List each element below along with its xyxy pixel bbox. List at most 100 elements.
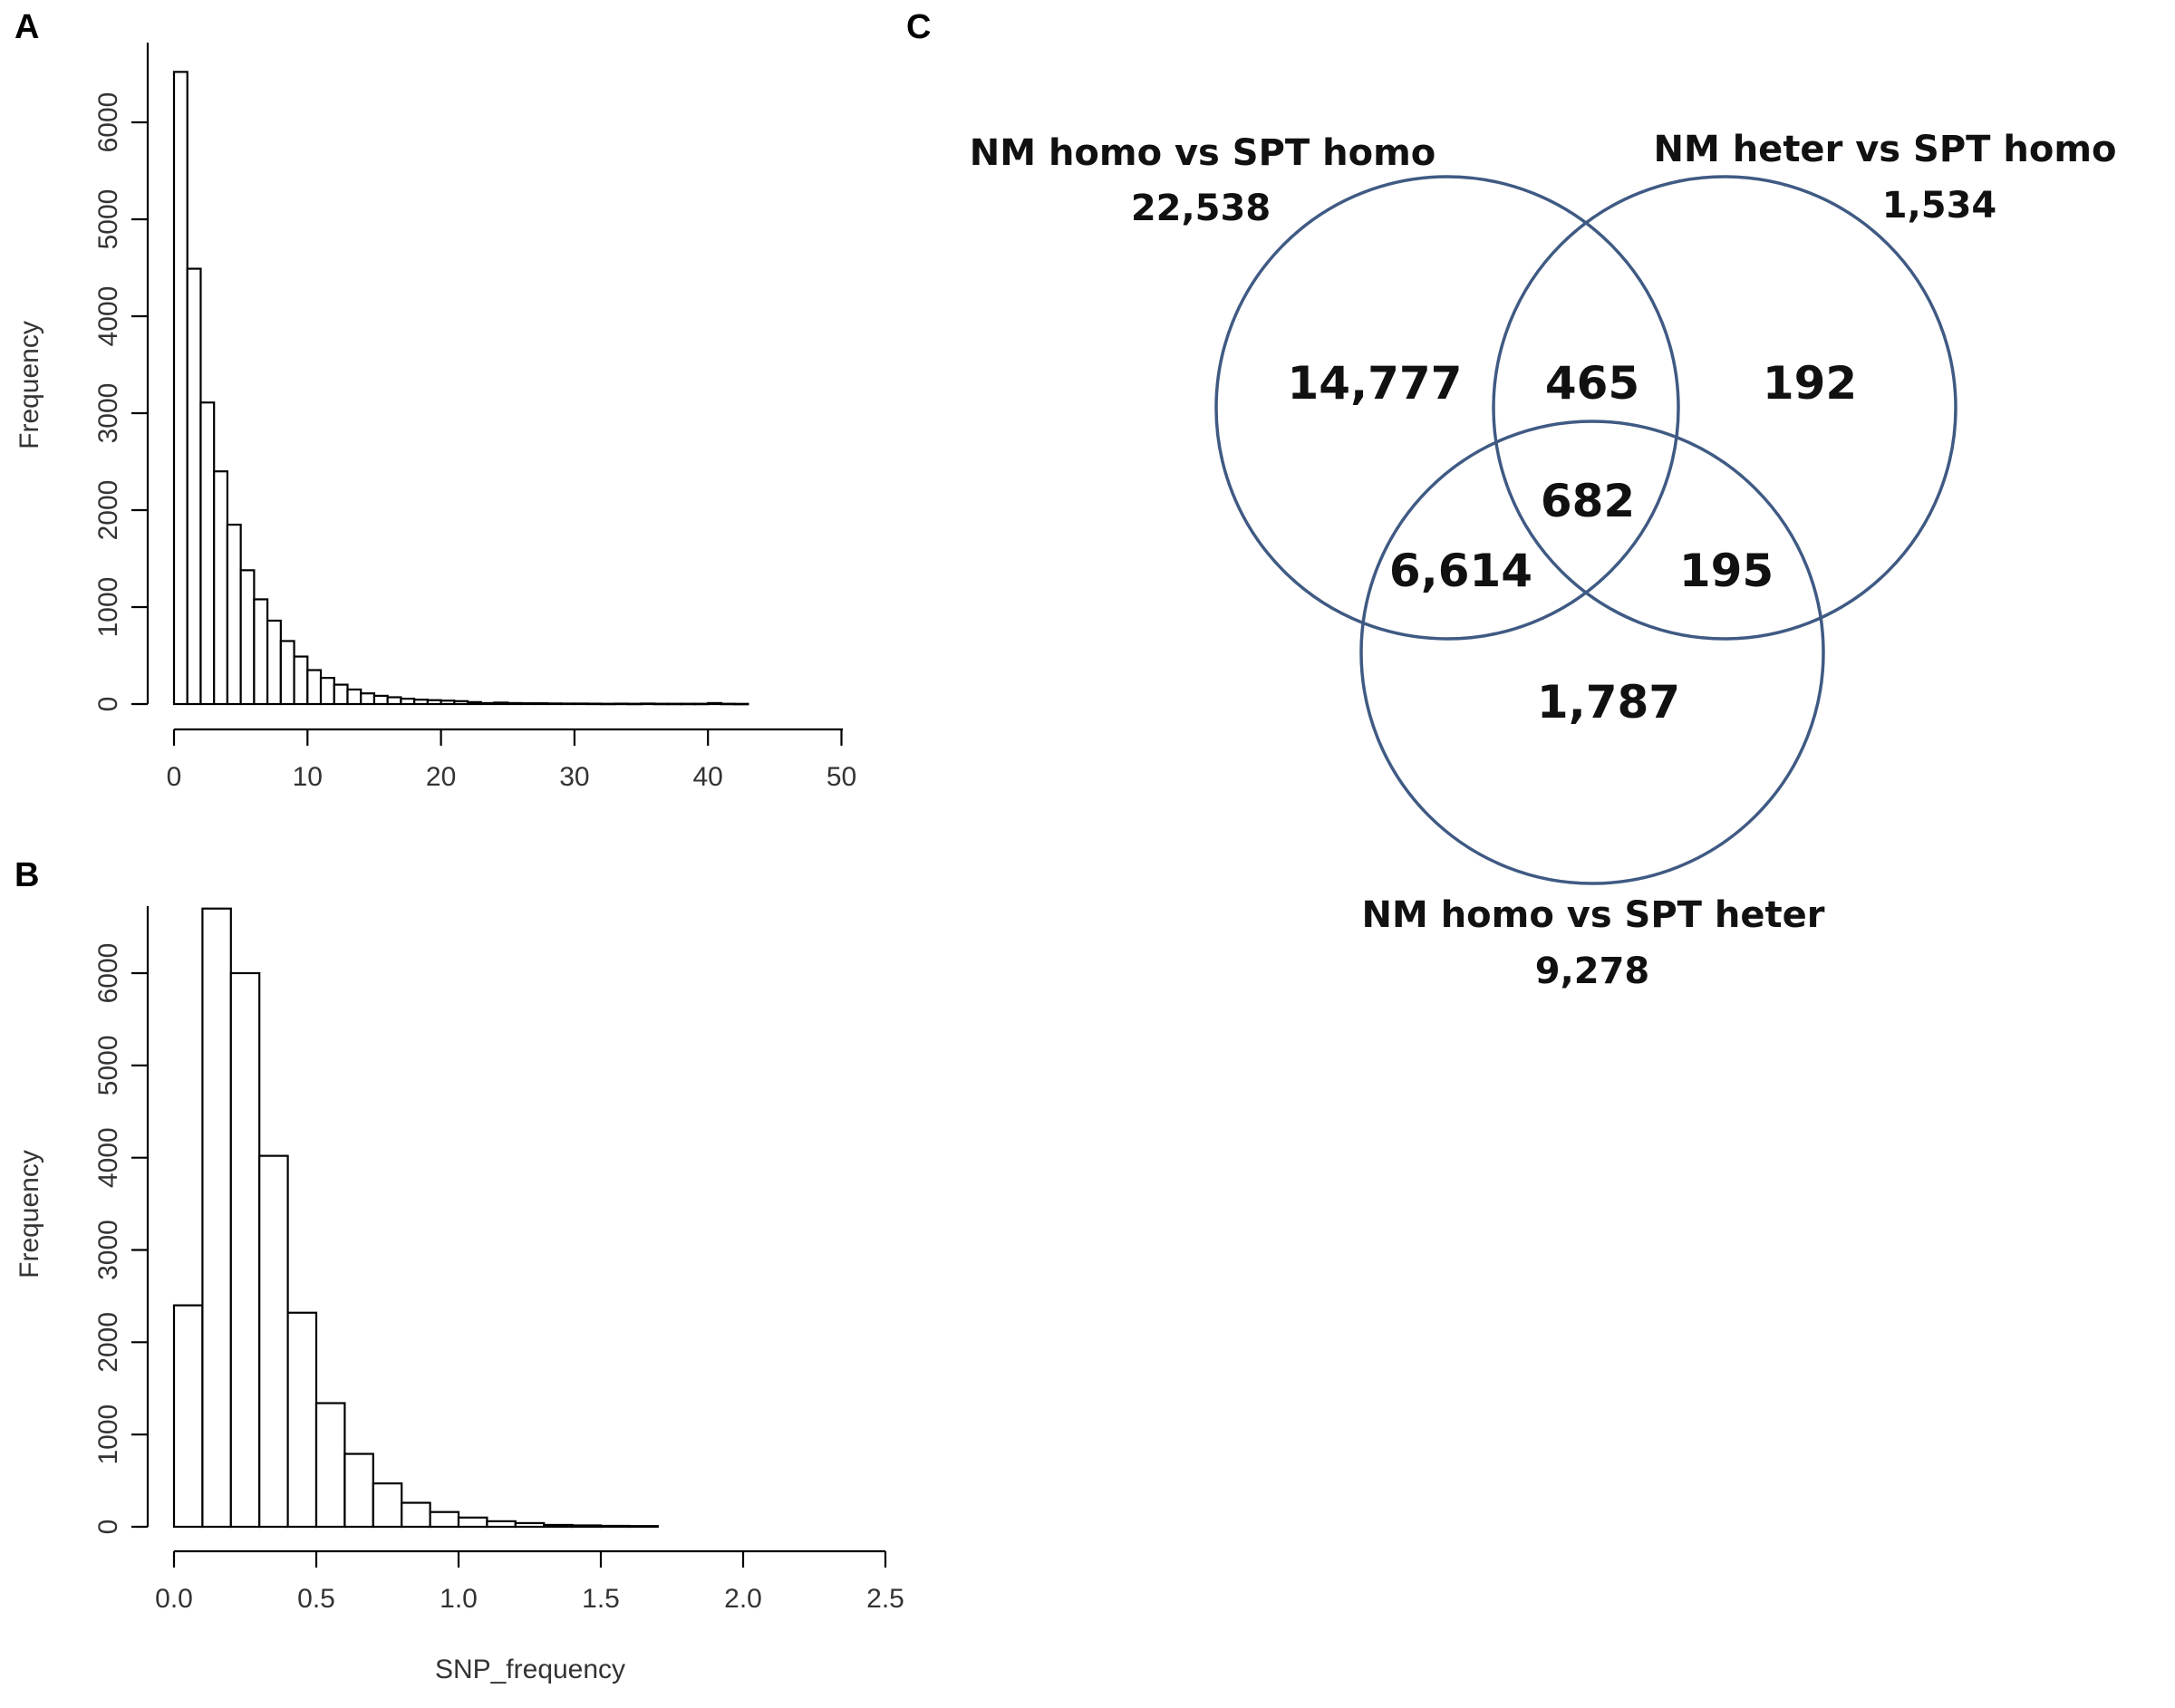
histogram-a-bar (440, 700, 456, 706)
histogram-a-bar (360, 692, 376, 706)
x-tick-label: 0 (167, 762, 182, 792)
histogram-a-bar (573, 702, 589, 706)
venn-region-only-1: 14,777 (1288, 357, 1463, 410)
histogram-a-bar (372, 694, 389, 706)
y-tick-label: 1000 (93, 1404, 123, 1465)
panel-label-b: B (14, 856, 39, 894)
histogram-b-bar (343, 1452, 374, 1529)
histogram-a-bar (346, 688, 362, 706)
y-tick-label: 4000 (93, 1127, 123, 1188)
histogram-a-bar (493, 701, 509, 706)
histogram-a-bar (546, 702, 563, 706)
histogram-b-bar (599, 1524, 631, 1529)
y-tick-label: 0 (93, 697, 123, 712)
histogram-b-bar (286, 1311, 318, 1529)
histogram-a-bar (693, 702, 710, 706)
y-tick-label: 4000 (93, 286, 123, 347)
histogram-a: 0 1000 2000 3000 4000 5000 6000 0 10 20 30 40 50 Fr… (14, 43, 856, 792)
histogram-b-bar (314, 1402, 346, 1529)
histogram-a-bar (507, 701, 523, 706)
histogram-b-bar (372, 1482, 403, 1529)
venn-set-2-total: 1,534 (1882, 185, 1997, 227)
y-tick-label: 5000 (93, 1035, 123, 1095)
histogram-a-bar (586, 702, 603, 706)
histogram-b-bar (628, 1525, 659, 1529)
histogram-a-bar (226, 523, 242, 706)
y-tick-label: 6000 (93, 92, 123, 153)
venn-region-1-and-2: 465 (1545, 357, 1639, 410)
y-tick-label: 6000 (93, 943, 123, 1004)
histogram-b-bar (201, 907, 232, 1529)
histogram-a-bar (600, 702, 616, 706)
venn-region-1-and-3: 6,614 (1389, 545, 1532, 597)
histogram-a-bar (199, 401, 216, 706)
histogram-a-bar (533, 702, 549, 706)
y-tick-label: 1000 (93, 577, 123, 638)
histogram-a-bar (626, 702, 643, 706)
histogram-a-bar (640, 702, 656, 706)
x-axis-title-b: SNP_frequency (435, 1655, 625, 1684)
histogram-b-bar (172, 1304, 204, 1529)
y-axis-title-b: Frequency (14, 1150, 44, 1279)
venn-region-all: 682 (1541, 475, 1635, 527)
histogram-a-bar (733, 702, 749, 706)
histogram-a-bar (333, 683, 349, 706)
x-tick-label: 2.5 (866, 1584, 904, 1614)
venn-set-1-label: NM homo vs SPT homo (970, 132, 1436, 174)
x-tick-label: 0.0 (155, 1584, 193, 1614)
histogram-b-bar (543, 1523, 574, 1529)
venn-region-only-2: 192 (1763, 357, 1857, 410)
venn-set-1-total: 22,538 (1131, 188, 1271, 229)
histogram-a-bar (453, 700, 469, 706)
x-tick-label: 1.0 (440, 1584, 478, 1614)
venn-set-2-label: NM heter vs SPT homo (1654, 129, 2117, 170)
histogram-a-bar (613, 702, 629, 706)
x-tick-label: 30 (559, 762, 589, 792)
histogram-a-bar (279, 640, 295, 706)
histogram-a-bar (519, 702, 536, 706)
histogram-a-bar (386, 696, 402, 706)
histogram-b-bar (486, 1520, 517, 1529)
histogram-b-bar (258, 1154, 289, 1529)
x-tick-label: 2.0 (724, 1584, 762, 1614)
histogram-b-bar (401, 1501, 431, 1529)
histogram-a-bar (400, 698, 416, 706)
histogram-a-bar (213, 470, 229, 706)
x-tick-label: 50 (826, 762, 856, 792)
venn-region-only-3: 1,787 (1537, 676, 1680, 729)
y-tick-label: 3000 (93, 383, 123, 444)
histogram-b-bar (229, 971, 261, 1529)
venn-circle-nm-homo-spt-homo (1214, 175, 1680, 641)
y-tick-label: 0 (93, 1520, 123, 1535)
histogram-a-bar (680, 702, 696, 706)
histogram-a-bar (413, 699, 429, 706)
histogram-a-bar (266, 619, 282, 706)
panel-label-a: A (14, 8, 39, 46)
x-tick-label: 20 (426, 762, 456, 792)
x-tick-label: 10 (293, 762, 323, 792)
y-tick-label: 2000 (93, 480, 123, 541)
y-axis-title-a: Frequency (14, 321, 44, 449)
venn-set-3-total: 9,278 (1535, 950, 1650, 992)
panel-label-c: C (906, 8, 931, 46)
x-tick-label: 0.5 (297, 1584, 335, 1614)
y-tick-label: 2000 (93, 1312, 123, 1373)
histogram-a-bar (653, 702, 670, 706)
histogram-a-bar (319, 677, 335, 706)
histogram-a-bar (666, 702, 682, 706)
histogram-a-bar (239, 569, 256, 706)
y-tick-label: 5000 (93, 189, 123, 250)
histogram-a-bar (306, 669, 323, 706)
histogram-b-bar (457, 1516, 488, 1529)
histogram-b-bar (571, 1524, 603, 1529)
venn-circle-nm-heter-spt-homo (1492, 175, 1958, 641)
histogram-a-bar (253, 598, 269, 706)
venn-set-3-label: NM homo vs SPT heter (1362, 894, 1825, 936)
histogram-a-bar (720, 702, 736, 706)
histogram-a-bar (172, 71, 188, 706)
histogram-a-bar (426, 699, 442, 706)
x-tick-label: 1.5 (582, 1584, 620, 1614)
histogram-a-bar (560, 702, 575, 706)
histogram-a-bar (186, 267, 202, 706)
